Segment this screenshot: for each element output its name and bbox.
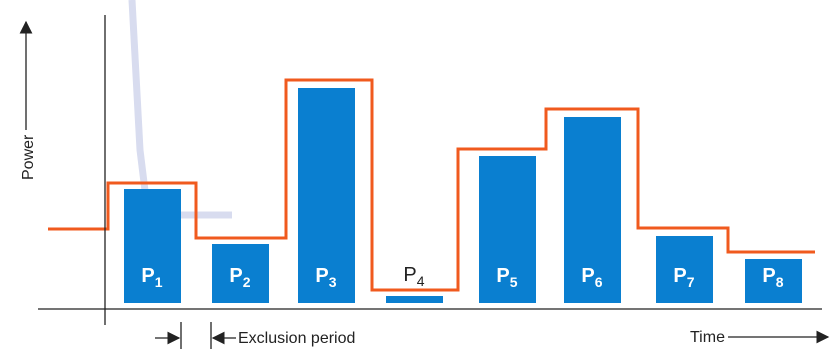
bars	[124, 88, 802, 303]
bar-p5	[479, 156, 536, 303]
bar-label-p1: P1	[141, 265, 162, 290]
y-axis-label: Power	[20, 134, 37, 180]
bar-label-p5: P5	[496, 265, 517, 290]
bar-label-p4: P4	[403, 264, 424, 289]
bar-p2	[212, 244, 269, 303]
exclusion-period-label: Exclusion period	[238, 330, 355, 347]
bar-label-p6: P6	[581, 265, 602, 290]
bar-labels: P1 P2 P3 P4 P5 P6 P7 P8	[141, 264, 783, 290]
power-envelope-line	[48, 78, 815, 292]
exclusion-period-indicator	[155, 322, 236, 349]
bar-p4	[386, 296, 443, 303]
bar-p1	[124, 189, 181, 303]
x-axis-label: Time	[690, 329, 725, 346]
bar-p3	[298, 88, 355, 303]
bar-label-p3: P3	[315, 265, 336, 290]
bar-label-p7: P7	[673, 265, 694, 290]
bar-p6	[564, 117, 621, 303]
bar-p7	[656, 236, 713, 303]
bar-p8	[745, 259, 802, 303]
bar-label-p8: P8	[762, 265, 783, 290]
bar-label-p2: P2	[229, 265, 250, 290]
